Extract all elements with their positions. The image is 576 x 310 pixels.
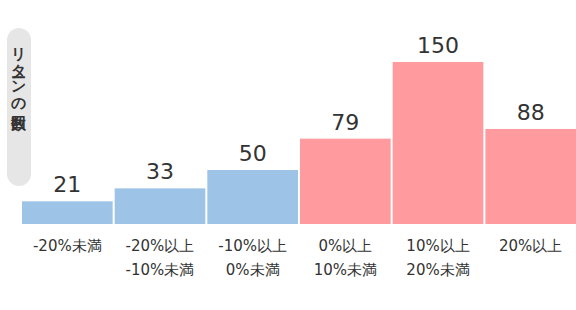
x-tick: 20%以上	[499, 224, 562, 255]
x-tick-label-line: 10%以上	[406, 237, 469, 255]
x-tick-label-line: 0%以上	[318, 237, 372, 255]
x-tick-label-line: -10%以上	[218, 237, 287, 255]
bar	[207, 170, 298, 224]
x-tick: -20%以上 -10%未満	[126, 224, 195, 279]
x-tick-label-line: 20%未満	[406, 261, 469, 279]
x-tick-label-line: 10%未満	[314, 261, 377, 279]
data-label: 21	[53, 172, 81, 197]
x-tick-label: 0%以上 10%未満	[314, 237, 377, 279]
y-label-background	[7, 28, 31, 186]
x-tick-label-line: 20%以上	[499, 237, 562, 255]
x-tick-label-line: -20%未満	[33, 237, 102, 255]
y-label-group: リターンの回数	[7, 28, 31, 186]
x-tick: -20%未満	[33, 224, 102, 255]
bar	[115, 188, 206, 224]
x-tick: -10%以上 0%未満	[218, 224, 287, 279]
x-tick-label-line: -20%以上	[126, 237, 195, 255]
data-labels: 21 33 50 79 150 88	[53, 33, 544, 197]
x-tick: 0%以上 10%未満	[314, 224, 377, 279]
bar	[300, 139, 391, 224]
x-tick-label: -10%以上 0%未満	[218, 237, 287, 279]
x-tick-label: -20%以上 -10%未満	[126, 237, 195, 279]
x-tick-label: -20%未満	[33, 237, 102, 255]
data-label: 88	[517, 100, 545, 125]
x-axis-line	[23, 224, 576, 225]
x-tick-label-line: -10%未満	[126, 261, 195, 279]
x-tick: 10%以上 20%未満	[406, 224, 469, 279]
x-axis: -20%未満 -20%以上 -10%未満 -10%以上 0%未満 0%以上 10%未満 10%…	[23, 224, 576, 279]
bar	[22, 201, 113, 224]
x-tick-label: 10%以上 20%未満	[406, 237, 469, 279]
data-label: 79	[331, 110, 359, 135]
x-tick-label-line: 0%未満	[226, 261, 280, 279]
y-label: リターンの回数	[10, 36, 28, 132]
chart: リターンの回数 21 33 50 79 150 88 -20%未満 -20%以上 -10%未満 -1…	[0, 0, 576, 310]
bar	[393, 62, 484, 224]
data-label: 50	[239, 141, 267, 166]
data-label: 150	[417, 33, 459, 58]
x-tick-label: 20%以上	[499, 237, 562, 255]
bars	[22, 62, 576, 224]
bar	[485, 129, 576, 224]
data-label: 33	[146, 159, 174, 184]
